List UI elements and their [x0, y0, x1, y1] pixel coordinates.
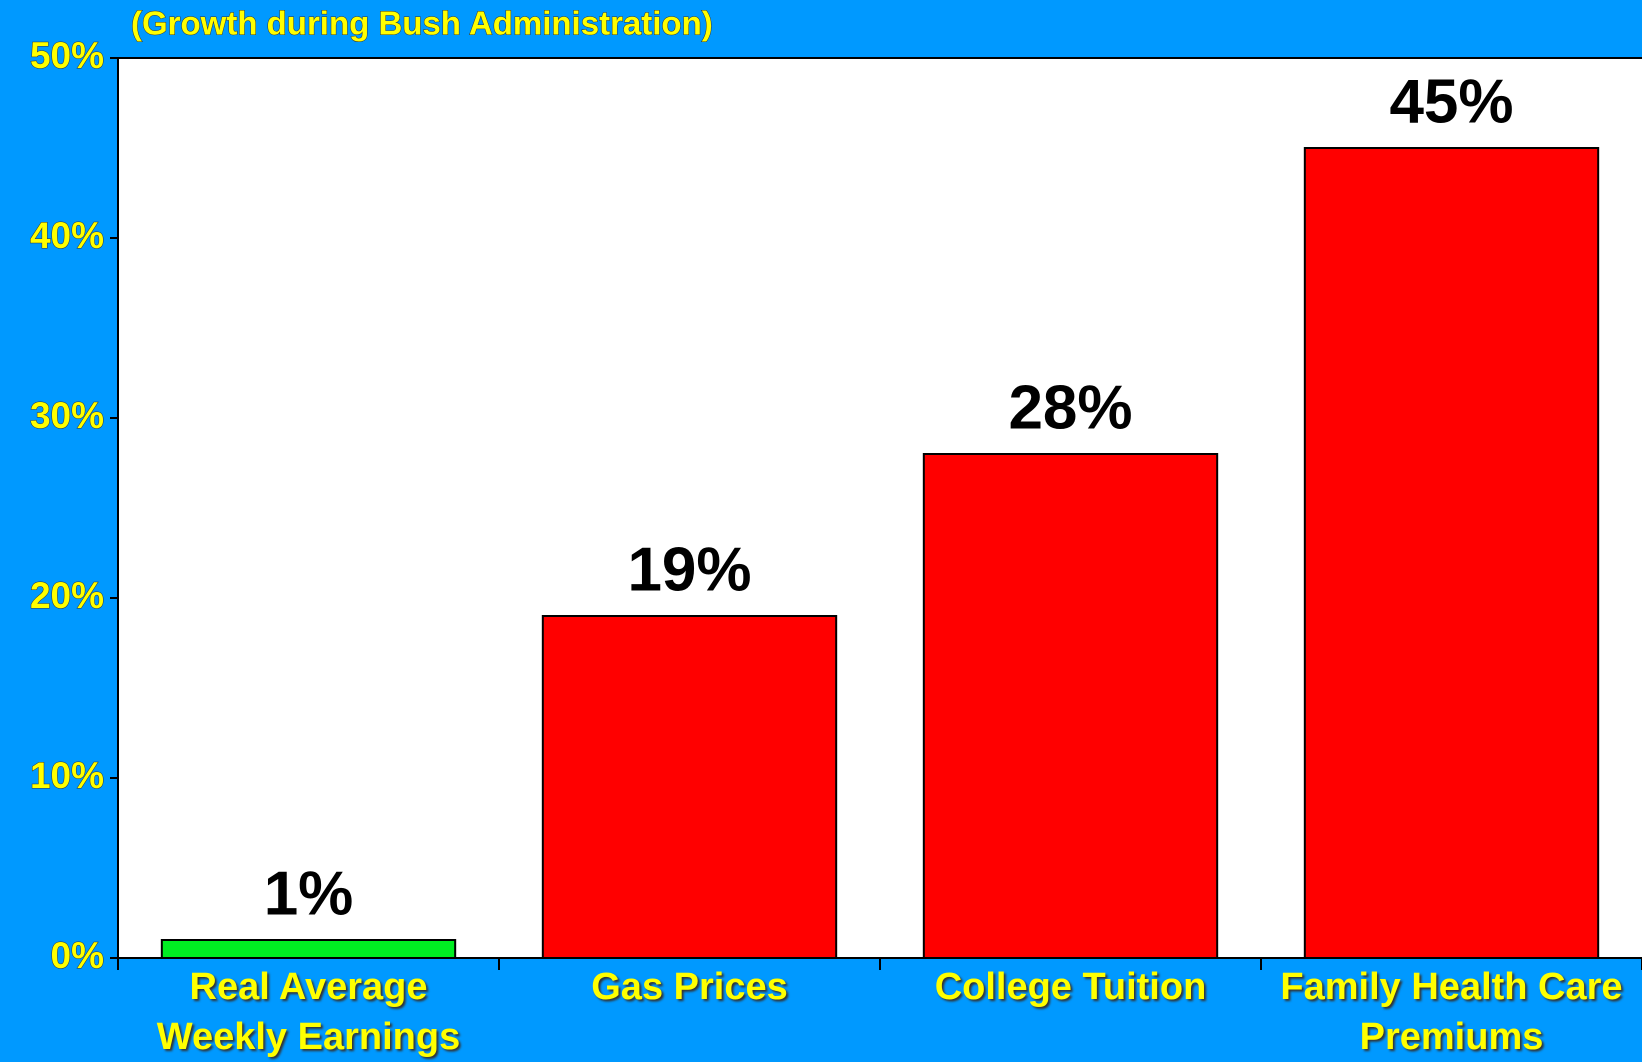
y-tick-label: 0%: [51, 935, 104, 976]
data-label: 28%: [1008, 373, 1132, 442]
x-tick-label: Real Average Weekly Earnings: [156, 966, 461, 1058]
y-tick-label: 10%: [30, 755, 104, 796]
y-tick-label: 40%: [30, 215, 104, 256]
data-label: 45%: [1389, 67, 1513, 136]
bar: [541, 615, 838, 959]
x-tick-label: Family Health Care Premiums: [1280, 966, 1623, 1058]
bar: [922, 453, 1219, 959]
y-tick-label: 20%: [30, 575, 104, 616]
y-tick-label: 30%: [30, 395, 104, 436]
y-tick-label: 50%: [30, 35, 104, 76]
x-tick-label: Gas Prices: [591, 966, 788, 1008]
data-label: 1%: [264, 859, 354, 928]
bar: [1303, 147, 1600, 959]
bar: [160, 939, 457, 959]
x-tick-label: College Tuition: [934, 966, 1207, 1008]
data-label: 19%: [627, 535, 751, 604]
chart-subtitle: (Growth during Bush Administration): [131, 5, 713, 42]
